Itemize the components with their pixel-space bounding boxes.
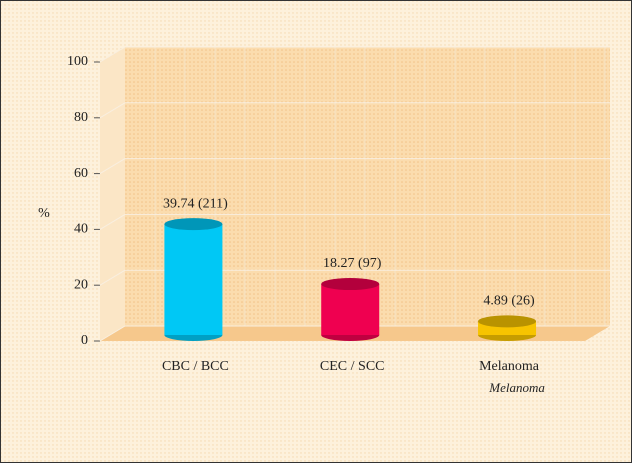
bar-top (321, 278, 380, 291)
bar-top (478, 315, 537, 328)
x-tick-label: CEC / SCC (320, 359, 385, 374)
side-wall (100, 47, 125, 341)
bar (321, 284, 380, 335)
x-tick-label: Melanoma (479, 359, 540, 374)
grid-line (99, 158, 126, 175)
y-axis-label: % (38, 206, 50, 221)
x-tick-label: CBC / BCC (162, 359, 229, 374)
grid-line (99, 102, 126, 119)
bar (164, 224, 223, 335)
grid-line (99, 213, 126, 230)
y-tick-label: 60 (74, 166, 88, 181)
value-label: 18.27 (97) (323, 256, 382, 271)
y-tick-label: 80 (74, 110, 88, 125)
y-tick-label: 40 (74, 222, 88, 237)
grid-line (99, 269, 126, 286)
grid-line (99, 325, 126, 342)
value-label: 39.74 (211) (163, 196, 228, 211)
y-tick-label: 0 (81, 333, 88, 348)
grid-line (99, 46, 126, 63)
y-tick-label: 20 (74, 277, 88, 292)
value-label: 4.89 (26) (483, 294, 535, 309)
x-tick-sublabel: Melanoma (488, 380, 545, 395)
bar-top (164, 218, 223, 231)
y-tick-label: 100 (67, 54, 88, 69)
